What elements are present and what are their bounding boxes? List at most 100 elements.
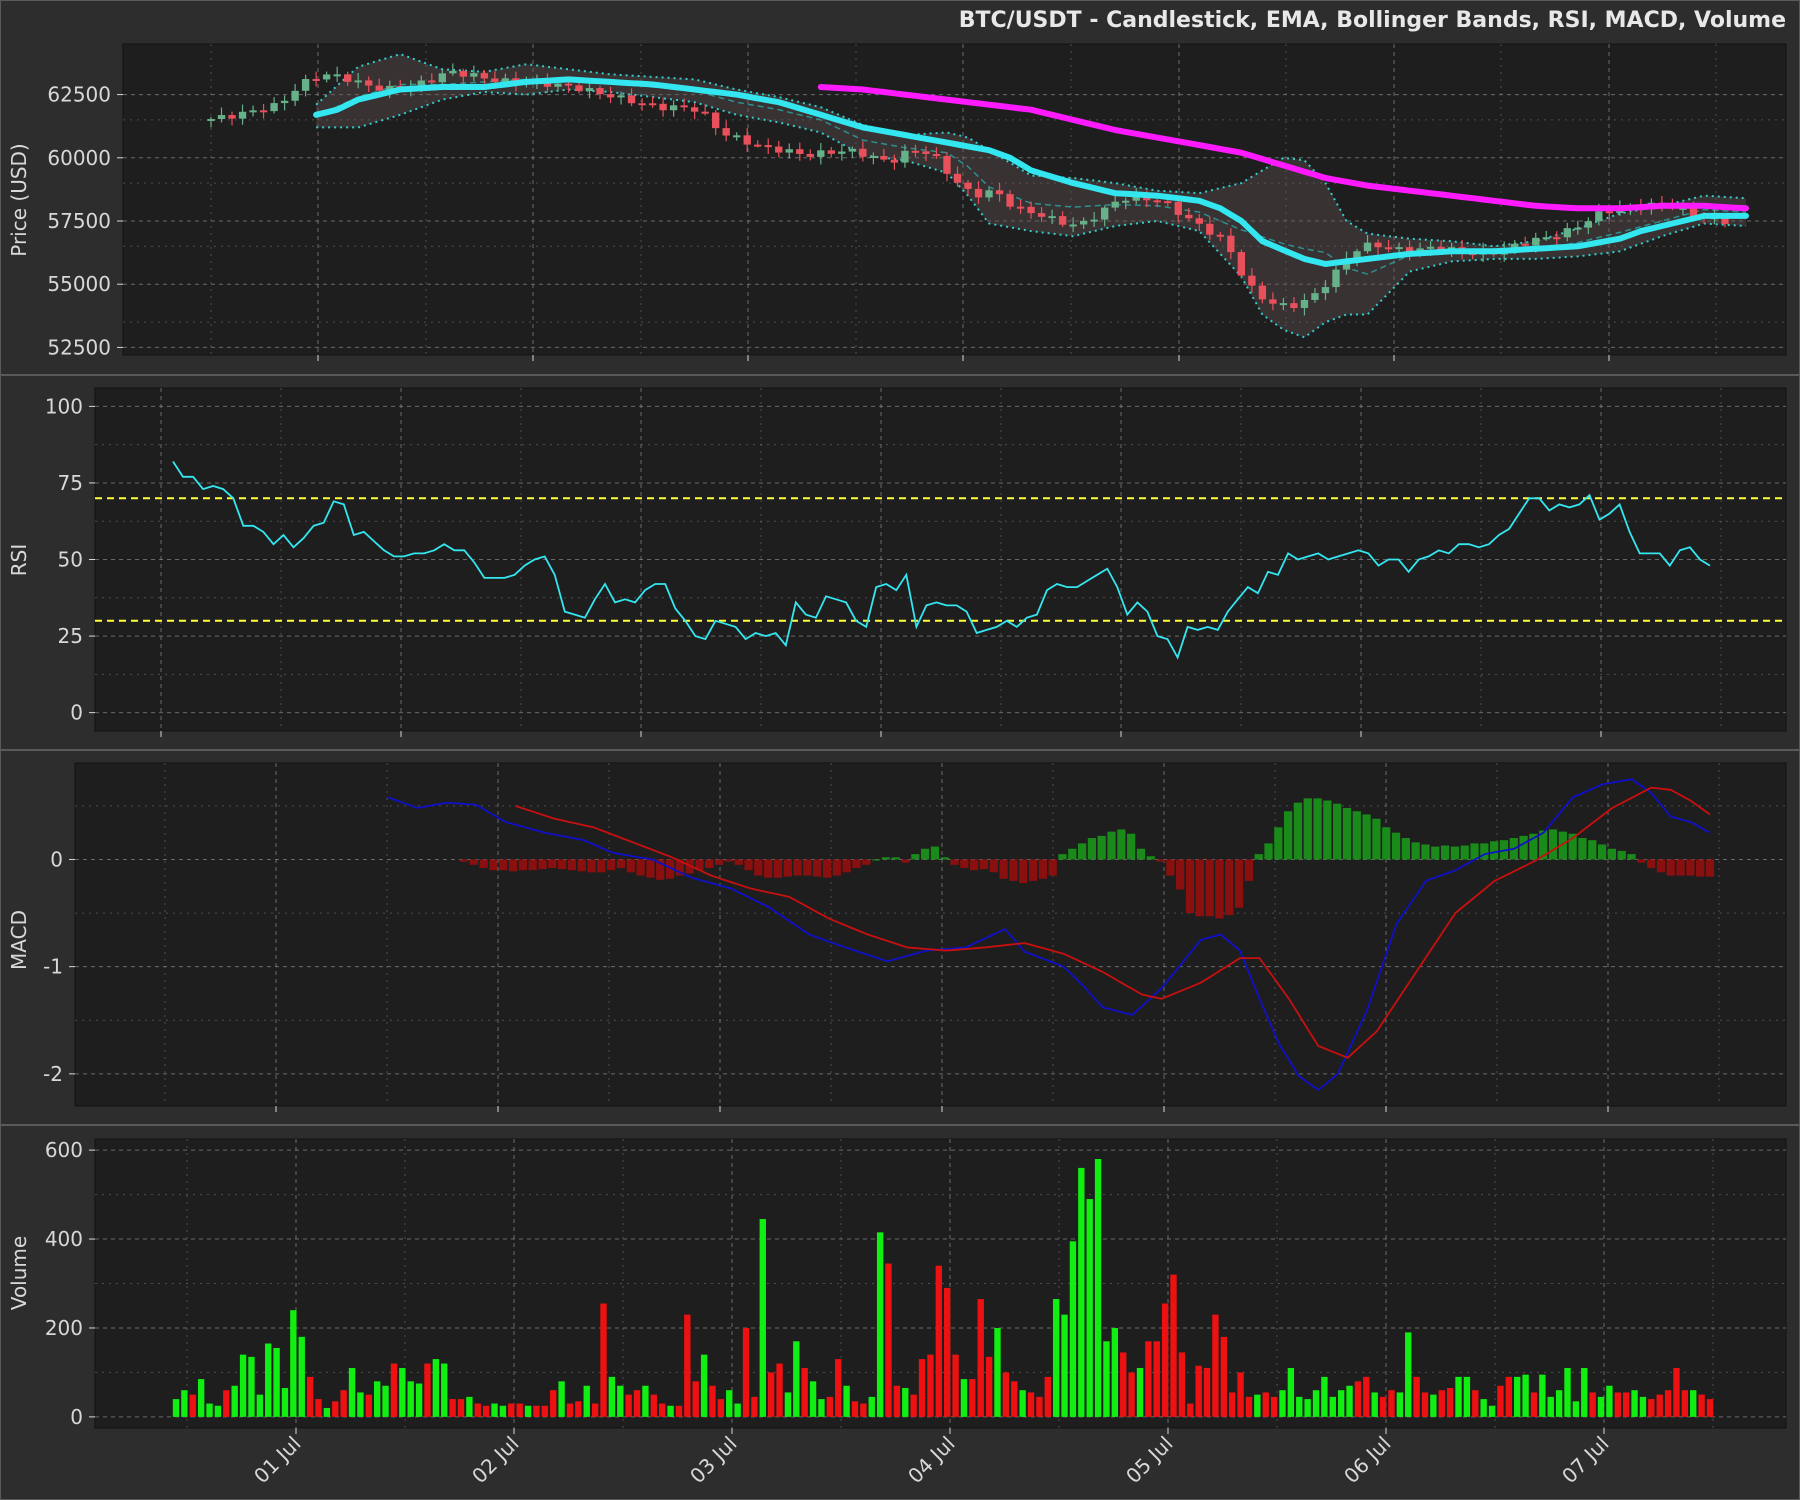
macd-hist-bar xyxy=(1244,859,1254,881)
volume-bar xyxy=(466,1396,473,1417)
volume-bar xyxy=(1698,1394,1705,1417)
candle-body xyxy=(827,150,835,154)
volume-bar xyxy=(918,1359,926,1417)
volume-bar xyxy=(1396,1392,1404,1417)
volume-bar xyxy=(474,1403,481,1417)
macd-hist-bar xyxy=(1440,845,1450,860)
volume-bar xyxy=(306,1376,314,1417)
volume-bar xyxy=(1321,1376,1328,1417)
volume-bar xyxy=(608,1376,616,1417)
volume-bar xyxy=(927,1354,934,1417)
macd-hist-bar xyxy=(881,857,890,860)
volume-bar xyxy=(1514,1376,1521,1417)
volume-bar xyxy=(1161,1303,1169,1417)
volume-bar xyxy=(1505,1376,1513,1417)
volume-bar xyxy=(189,1394,196,1417)
volume-bar xyxy=(516,1403,523,1417)
volume-bar xyxy=(801,1367,808,1417)
macd-hist-bar xyxy=(1166,859,1175,876)
macd-hist-bar xyxy=(842,859,851,873)
volume-bar xyxy=(625,1394,632,1417)
bollinger-band-fill xyxy=(316,54,1747,338)
volume-bar xyxy=(231,1385,238,1417)
volume-bar xyxy=(206,1403,213,1417)
macd-hist-bar xyxy=(1421,844,1430,860)
volume-bar xyxy=(265,1343,272,1417)
candle-body xyxy=(1679,207,1687,210)
volume-bar xyxy=(1405,1332,1412,1417)
volume-bar xyxy=(843,1385,850,1417)
volume-bar xyxy=(1589,1392,1596,1417)
volume-bar xyxy=(432,1359,440,1417)
macd-hist-bar xyxy=(1490,841,1499,860)
volume-bar xyxy=(449,1399,456,1417)
volume-bar xyxy=(709,1385,716,1417)
volume-bar xyxy=(424,1363,431,1417)
volume-bar xyxy=(659,1403,666,1417)
volume-bar xyxy=(1229,1392,1236,1417)
volume-bar xyxy=(1597,1396,1605,1417)
candle-body xyxy=(985,190,993,198)
candle-body xyxy=(1132,195,1140,201)
candle-body xyxy=(1584,221,1592,228)
volume-bar xyxy=(197,1379,205,1417)
volume-bar xyxy=(1254,1394,1261,1417)
volume-bar xyxy=(776,1363,783,1417)
candle-body xyxy=(932,153,941,157)
volume-bar xyxy=(281,1387,289,1417)
candle-body xyxy=(1227,235,1235,253)
volume-bar xyxy=(717,1399,725,1417)
price-ytick-label: 60000 xyxy=(47,146,111,170)
volume-bar xyxy=(1220,1336,1227,1417)
volume-bar xyxy=(1664,1390,1672,1417)
price-ytick-label: 55000 xyxy=(47,272,111,296)
volume-bar xyxy=(1136,1367,1144,1417)
macd-hist-bar xyxy=(970,859,979,871)
volume-bar xyxy=(851,1401,859,1417)
candle-body xyxy=(1237,252,1246,276)
candle-body xyxy=(1300,299,1309,308)
candle-body xyxy=(669,105,678,111)
candle-body xyxy=(596,88,604,95)
volume-bar xyxy=(1706,1399,1714,1417)
rsi-line xyxy=(172,461,1711,660)
volume-bar xyxy=(1044,1376,1051,1417)
candle-body xyxy=(848,148,857,152)
candle-body xyxy=(922,151,930,154)
candle-body xyxy=(606,94,615,98)
macd-hist-bar xyxy=(1539,830,1548,860)
volume-bar xyxy=(1413,1376,1420,1417)
volume-bar xyxy=(1237,1372,1244,1417)
volume-bar xyxy=(935,1265,942,1417)
macd-hist-bar xyxy=(1284,811,1293,860)
macd-hist-bar xyxy=(754,859,763,876)
candle-body xyxy=(470,73,478,77)
candle-body xyxy=(585,88,594,92)
candle-body xyxy=(1279,303,1288,306)
volume-bar xyxy=(533,1405,540,1417)
macd-hist-bar xyxy=(1686,859,1695,876)
macd-hist-bar xyxy=(1352,811,1361,860)
macd-hist-bar xyxy=(616,859,626,869)
macd-hist-bar xyxy=(1617,850,1626,860)
volume-bar xyxy=(1036,1396,1043,1417)
candle-body xyxy=(344,74,352,82)
macd-hist-bar xyxy=(950,859,959,865)
volume-bar xyxy=(600,1303,607,1417)
macd-hist-bar xyxy=(489,859,498,871)
volume-bar xyxy=(365,1394,372,1417)
volume-bar xyxy=(1480,1399,1487,1417)
candle-body xyxy=(228,115,236,119)
candle-body xyxy=(1101,207,1109,220)
macd-line xyxy=(387,778,1711,1092)
macd-plot-area xyxy=(74,762,1787,1107)
volume-bar xyxy=(684,1314,691,1417)
volume-bar xyxy=(809,1381,817,1417)
macd-hist-bar xyxy=(911,854,920,860)
candle-body xyxy=(1311,293,1319,300)
candle-body xyxy=(1069,224,1077,227)
volume-bar xyxy=(1606,1385,1613,1417)
candle-body xyxy=(711,112,720,129)
price-ytick-label: 62500 xyxy=(47,83,111,107)
candle-body xyxy=(880,156,888,160)
